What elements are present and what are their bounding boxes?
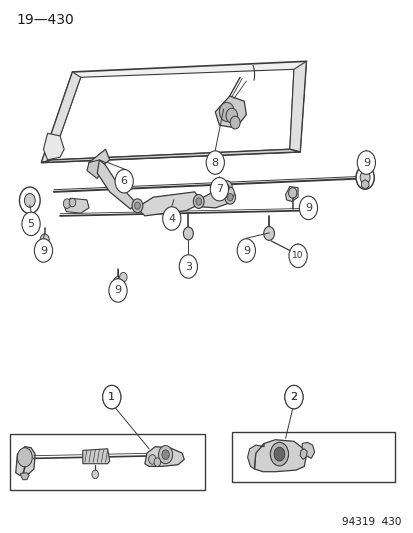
Polygon shape [247,443,263,469]
Circle shape [63,199,71,208]
Circle shape [288,244,306,268]
Polygon shape [97,160,136,209]
Bar [231,432,394,482]
Polygon shape [136,192,202,216]
Polygon shape [89,149,109,173]
Circle shape [284,385,302,409]
Circle shape [299,196,317,220]
Text: 8: 8 [211,158,218,167]
Polygon shape [145,447,184,466]
Circle shape [92,470,98,479]
Circle shape [69,198,76,207]
Circle shape [154,458,160,466]
Text: 94319  430: 94319 430 [342,516,401,527]
Polygon shape [299,449,306,459]
Text: 10: 10 [292,252,303,260]
Circle shape [225,108,237,123]
Circle shape [193,195,204,208]
Circle shape [219,102,234,122]
Polygon shape [52,69,293,160]
Polygon shape [289,61,306,152]
Circle shape [284,385,302,409]
Circle shape [119,272,127,282]
Circle shape [206,151,224,174]
Circle shape [225,187,234,199]
Text: 1: 1 [108,392,115,402]
Circle shape [224,184,229,191]
Circle shape [132,199,142,213]
Circle shape [309,205,315,213]
Circle shape [355,166,373,189]
Circle shape [109,279,127,302]
Text: 4: 4 [168,214,175,223]
Text: 2: 2 [290,392,297,402]
Circle shape [227,193,233,201]
Polygon shape [87,160,105,179]
Polygon shape [361,180,368,189]
Circle shape [158,446,172,464]
Text: 9: 9 [362,158,369,167]
Polygon shape [285,187,297,201]
Circle shape [195,198,201,205]
Circle shape [19,187,40,214]
Circle shape [102,385,121,409]
Text: 2: 2 [290,392,297,402]
Bar [10,434,204,490]
Polygon shape [41,72,81,163]
Polygon shape [41,61,306,163]
Circle shape [221,181,232,195]
Text: 9: 9 [304,203,311,213]
Polygon shape [16,447,35,475]
Circle shape [224,190,235,204]
Polygon shape [301,442,314,458]
Polygon shape [254,440,306,472]
Circle shape [263,227,274,240]
Polygon shape [215,96,246,128]
Circle shape [34,239,52,262]
Text: 1: 1 [108,392,115,402]
Circle shape [237,239,255,262]
Circle shape [162,207,180,230]
Circle shape [303,202,311,213]
Polygon shape [41,149,299,163]
Text: 6: 6 [121,176,127,186]
Circle shape [24,193,35,207]
Circle shape [148,455,156,464]
Text: 3: 3 [185,262,191,271]
Circle shape [183,227,193,240]
Circle shape [179,255,197,278]
Circle shape [210,177,228,201]
Polygon shape [83,449,109,464]
Polygon shape [43,133,64,160]
Polygon shape [21,473,29,480]
Circle shape [134,202,140,209]
Circle shape [270,442,288,466]
Circle shape [288,188,296,198]
Circle shape [22,212,40,236]
Circle shape [40,234,49,246]
Text: 9: 9 [40,246,47,255]
Text: 9: 9 [242,246,249,255]
Circle shape [115,169,133,193]
Circle shape [302,205,311,216]
Polygon shape [198,192,230,208]
Text: 9: 9 [114,286,121,295]
Text: 19—430: 19—430 [17,13,74,27]
Text: 7: 7 [215,184,223,194]
Circle shape [102,385,121,409]
Circle shape [273,447,284,461]
Circle shape [113,277,122,288]
Circle shape [161,450,169,459]
Polygon shape [27,216,32,225]
Polygon shape [64,198,89,213]
Circle shape [356,151,375,174]
Circle shape [230,116,240,129]
Circle shape [359,171,369,184]
Circle shape [17,448,32,467]
Text: 5: 5 [28,219,34,229]
